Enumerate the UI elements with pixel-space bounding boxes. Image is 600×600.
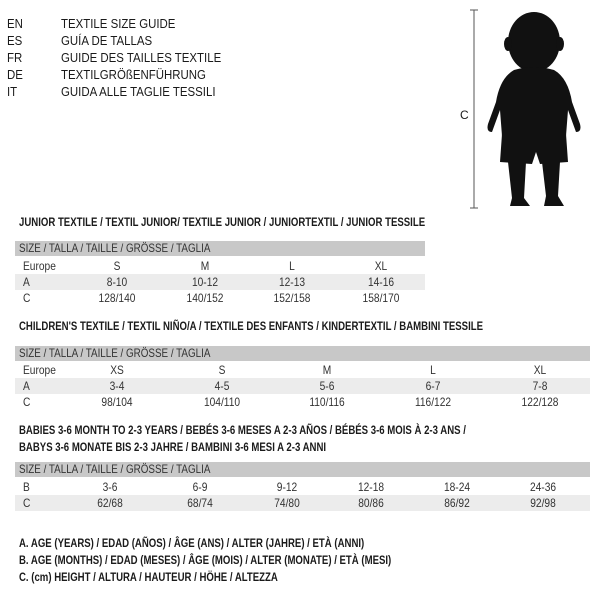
table-cell: L bbox=[289, 259, 295, 273]
table-cell: XL bbox=[533, 363, 547, 377]
table-cell: L bbox=[430, 363, 436, 377]
row-label: B bbox=[23, 480, 30, 494]
table-cell: 80/86 bbox=[358, 496, 384, 510]
table-cell: 104/110 bbox=[203, 395, 241, 409]
table-cell: 68/74 bbox=[187, 496, 213, 510]
table-cell: 158/170 bbox=[362, 291, 400, 305]
table-cell: 14-16 bbox=[367, 275, 395, 289]
lang-title: GUIDA ALLE TAGLIE TESSILI bbox=[61, 84, 216, 99]
table-cell: 86/92 bbox=[444, 496, 470, 510]
header-label: SIZE / TALLA / TAILLE / GRÖSSE / TAGLIA bbox=[19, 462, 211, 476]
header-label: SIZE / TALLA / TAILLE / GRÖSSE / TAGLIA bbox=[19, 241, 211, 255]
table-cell: 6-7 bbox=[425, 379, 441, 393]
row-label: C bbox=[23, 395, 31, 409]
table-cell: 98/104 bbox=[101, 395, 133, 409]
table-cell: 5-6 bbox=[319, 379, 335, 393]
children-title: CHILDREN'S TEXTILE / TEXTIL NIÑO/A / TEX… bbox=[19, 319, 484, 333]
header-label: SIZE / TALLA / TAILLE / GRÖSSE / TAGLIA bbox=[19, 346, 211, 360]
table-row: C 98/104 104/110 110/116 116/122 122/128 bbox=[15, 394, 590, 410]
table-cell: M bbox=[322, 363, 332, 377]
row-label: Europe bbox=[23, 259, 56, 273]
table-cell: 18-24 bbox=[443, 480, 471, 494]
junior-title: JUNIOR TEXTILE / TEXTIL JUNIOR/ TEXTILE … bbox=[19, 215, 426, 229]
baby-silhouette-icon bbox=[470, 9, 581, 209]
row-label: Europe bbox=[23, 363, 56, 377]
table-row: A 8-10 10-12 12-13 14-16 bbox=[15, 274, 425, 290]
junior-size-table: SIZE / TALLA / TAILLE / GRÖSSE / TAGLIA … bbox=[15, 241, 425, 306]
lang-code: DE bbox=[7, 67, 23, 82]
table-row: Europe S M L XL bbox=[15, 258, 425, 274]
table-cell: 6-9 bbox=[192, 480, 208, 494]
table-cell: 128/140 bbox=[98, 291, 136, 305]
table-cell: S bbox=[218, 363, 226, 377]
height-measure-label: C bbox=[460, 108, 469, 122]
table-cell: 12-18 bbox=[357, 480, 385, 494]
lang-title: TEXTILE SIZE GUIDE bbox=[61, 16, 176, 31]
lang-code: FR bbox=[7, 50, 23, 65]
table-cell: 110/116 bbox=[309, 395, 345, 409]
table-header: SIZE / TALLA / TAILLE / GRÖSSE / TAGLIA bbox=[15, 346, 590, 361]
babies-size-table: SIZE / TALLA / TAILLE / GRÖSSE / TAGLIA … bbox=[15, 462, 590, 511]
lang-code: ES bbox=[7, 33, 23, 48]
table-cell: XL bbox=[374, 259, 388, 273]
table-cell: 12-13 bbox=[278, 275, 306, 289]
table-row: B 3-6 6-9 9-12 12-18 18-24 24-36 bbox=[15, 479, 590, 495]
table-cell: 74/80 bbox=[274, 496, 300, 510]
row-label: A bbox=[23, 379, 30, 393]
table-row: A 3-4 4-5 5-6 6-7 7-8 bbox=[15, 378, 590, 394]
table-cell: 62/68 bbox=[97, 496, 123, 510]
table-cell: M bbox=[200, 259, 210, 273]
table-cell: 122/128 bbox=[521, 395, 559, 409]
lang-title: GUIDE DES TAILLES TEXTILE bbox=[61, 50, 222, 65]
babies-title-line2: BABYS 3-6 MONATE BIS 2-3 JAHRE / BAMBINI… bbox=[19, 440, 327, 454]
table-cell: 116/122 bbox=[414, 395, 452, 409]
table-cell: 10-12 bbox=[191, 275, 219, 289]
table-cell: 4-5 bbox=[214, 379, 230, 393]
table-row: C 128/140 140/152 152/158 158/170 bbox=[15, 290, 425, 306]
table-row: C 62/68 68/74 74/80 80/86 86/92 92/98 bbox=[15, 495, 590, 511]
table-cell: 8-10 bbox=[106, 275, 128, 289]
legend-item: B. AGE (MONTHS) / EDAD (MESES) / ÂGE (MO… bbox=[19, 553, 392, 567]
table-cell: 24-36 bbox=[529, 480, 557, 494]
table-cell: 3-6 bbox=[102, 480, 118, 494]
row-label: C bbox=[23, 291, 31, 305]
row-label: A bbox=[23, 275, 30, 289]
row-label: C bbox=[23, 496, 31, 510]
table-row: Europe XS S M L XL bbox=[15, 362, 590, 378]
table-cell: 152/158 bbox=[273, 291, 311, 305]
table-header: SIZE / TALLA / TAILLE / GRÖSSE / TAGLIA bbox=[15, 241, 425, 256]
children-size-table: SIZE / TALLA / TAILLE / GRÖSSE / TAGLIA … bbox=[15, 346, 590, 410]
table-cell: 140/152 bbox=[186, 291, 224, 305]
table-cell: S bbox=[113, 259, 121, 273]
table-cell: 9-12 bbox=[276, 480, 298, 494]
table-cell: XS bbox=[110, 363, 124, 377]
table-cell: 7-8 bbox=[532, 379, 548, 393]
babies-title: BABIES 3-6 MONTH TO 2-3 YEARS / BEBÉS 3-… bbox=[19, 423, 466, 437]
lang-title: TEXTILGRÖßENFÜHRUNG bbox=[61, 67, 206, 82]
table-cell: 92/98 bbox=[530, 496, 556, 510]
legend-item: A. AGE (YEARS) / EDAD (AÑOS) / ÂGE (ANS)… bbox=[19, 536, 365, 550]
table-header: SIZE / TALLA / TAILLE / GRÖSSE / TAGLIA bbox=[15, 462, 590, 477]
lang-code: IT bbox=[7, 84, 18, 99]
table-cell: 3-4 bbox=[109, 379, 125, 393]
legend-item: C. (cm) HEIGHT / ALTURA / HAUTEUR / HÖHE… bbox=[19, 570, 278, 584]
lang-code: EN bbox=[7, 16, 23, 31]
lang-title: GUÍA DE TALLAS bbox=[61, 33, 153, 48]
